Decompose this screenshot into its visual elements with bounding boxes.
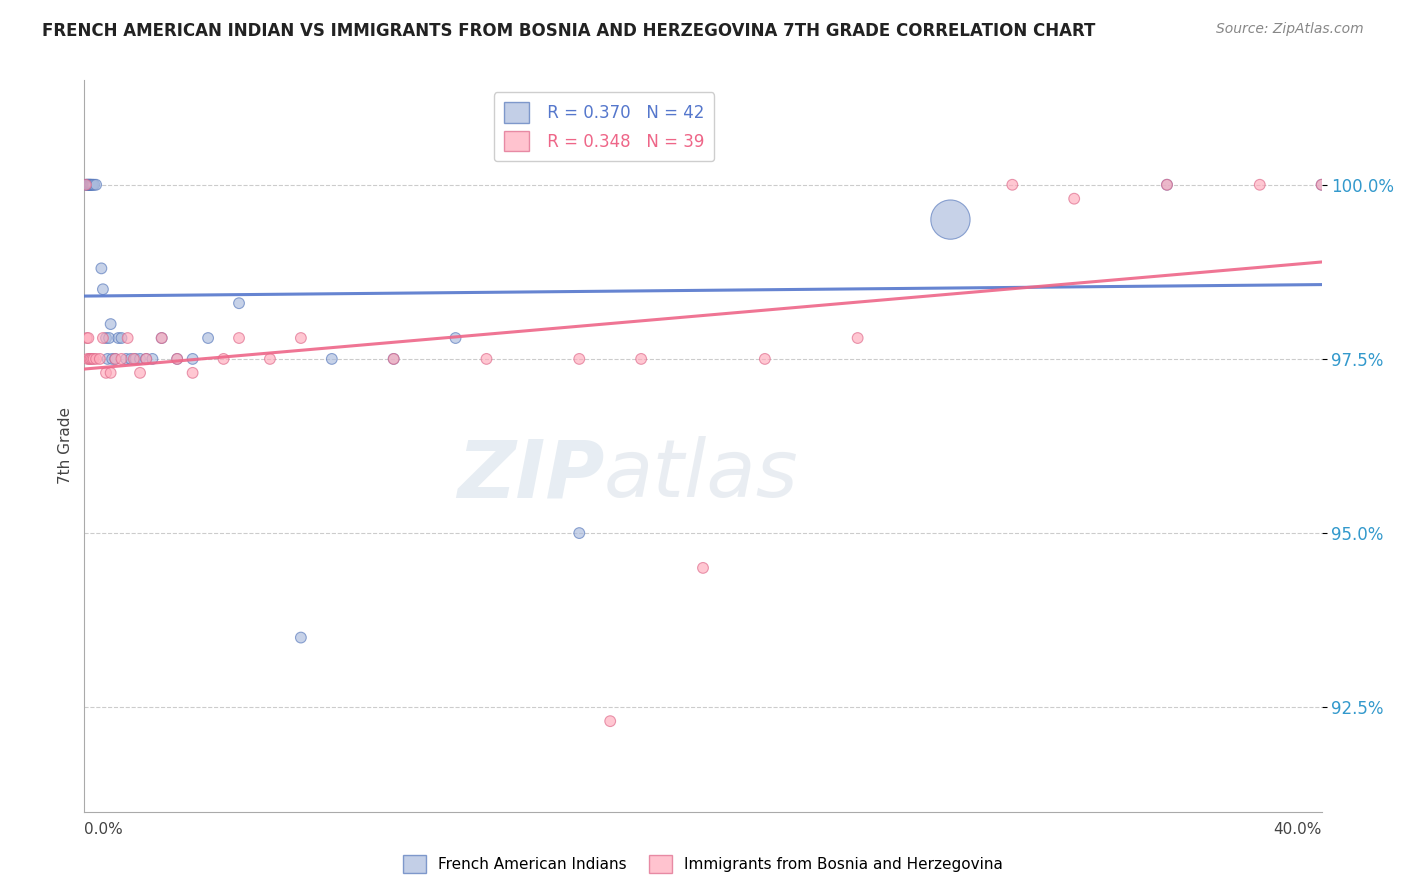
Point — [77, 178, 100, 192]
Point — [91, 331, 114, 345]
Point — [94, 366, 117, 380]
Point — [79, 351, 101, 366]
Point — [76, 178, 98, 192]
Point — [382, 351, 405, 366]
Point — [75, 178, 97, 192]
Point — [568, 351, 591, 366]
Point — [166, 351, 188, 366]
Point — [599, 714, 621, 728]
Point — [96, 351, 118, 366]
Point — [79, 178, 101, 192]
Point — [181, 366, 204, 380]
Point — [290, 331, 312, 345]
Text: FRENCH AMERICAN INDIAN VS IMMIGRANTS FROM BOSNIA AND HERZEGOVINA 7TH GRADE CORRE: FRENCH AMERICAN INDIAN VS IMMIGRANTS FRO… — [42, 22, 1095, 40]
Point — [83, 178, 105, 192]
Point — [100, 317, 122, 331]
Point — [475, 351, 498, 366]
Point — [76, 351, 98, 366]
Point — [754, 351, 776, 366]
Point — [110, 351, 132, 366]
Text: 40.0%: 40.0% — [1274, 822, 1322, 838]
Point — [89, 351, 111, 366]
Text: atlas: atlas — [605, 436, 799, 515]
Point — [77, 178, 100, 192]
Point — [135, 351, 157, 366]
Point — [75, 178, 97, 192]
Point — [1001, 178, 1024, 192]
Point — [94, 331, 117, 345]
Point — [82, 178, 104, 192]
Point — [84, 351, 107, 366]
Point — [104, 351, 127, 366]
Point — [129, 366, 152, 380]
Point — [124, 351, 146, 366]
Legend: French American Indians, Immigrants from Bosnia and Herzegovina: French American Indians, Immigrants from… — [396, 848, 1010, 880]
Point — [1249, 178, 1271, 192]
Point — [84, 178, 107, 192]
Text: Source: ZipAtlas.com: Source: ZipAtlas.com — [1216, 22, 1364, 37]
Point — [104, 351, 127, 366]
Point — [82, 351, 104, 366]
Point — [129, 351, 152, 366]
Point — [259, 351, 281, 366]
Point — [166, 351, 188, 366]
Point — [181, 351, 204, 366]
Point — [79, 178, 101, 192]
Point — [228, 331, 250, 345]
Point — [150, 331, 173, 345]
Point — [228, 296, 250, 310]
Point — [141, 351, 163, 366]
Point — [83, 351, 105, 366]
Point — [382, 351, 405, 366]
Point — [79, 178, 101, 192]
Point — [76, 178, 98, 192]
Point — [321, 351, 343, 366]
Point — [197, 331, 219, 345]
Text: 0.0%: 0.0% — [84, 822, 124, 838]
Point — [77, 331, 100, 345]
Point — [80, 178, 103, 192]
Point — [212, 351, 235, 366]
Point — [91, 282, 114, 296]
Point — [846, 331, 869, 345]
Point — [150, 331, 173, 345]
Point — [100, 366, 122, 380]
Y-axis label: 7th Grade: 7th Grade — [58, 408, 73, 484]
Point — [444, 331, 467, 345]
Point — [939, 212, 962, 227]
Point — [79, 351, 101, 366]
Point — [76, 331, 98, 345]
Point — [101, 351, 124, 366]
Point — [1310, 178, 1333, 192]
Point — [82, 178, 104, 192]
Point — [122, 351, 145, 366]
Point — [1156, 178, 1178, 192]
Point — [1156, 178, 1178, 192]
Point — [290, 631, 312, 645]
Text: ZIP: ZIP — [457, 436, 605, 515]
Point — [1063, 192, 1085, 206]
Point — [1310, 178, 1333, 192]
Point — [110, 331, 132, 345]
Point — [115, 351, 138, 366]
Point — [117, 331, 139, 345]
Point — [692, 561, 714, 575]
Point — [90, 261, 112, 276]
Point — [98, 331, 121, 345]
Point — [630, 351, 652, 366]
Point — [120, 351, 142, 366]
Point — [568, 526, 591, 541]
Point — [107, 331, 129, 345]
Point — [135, 351, 157, 366]
